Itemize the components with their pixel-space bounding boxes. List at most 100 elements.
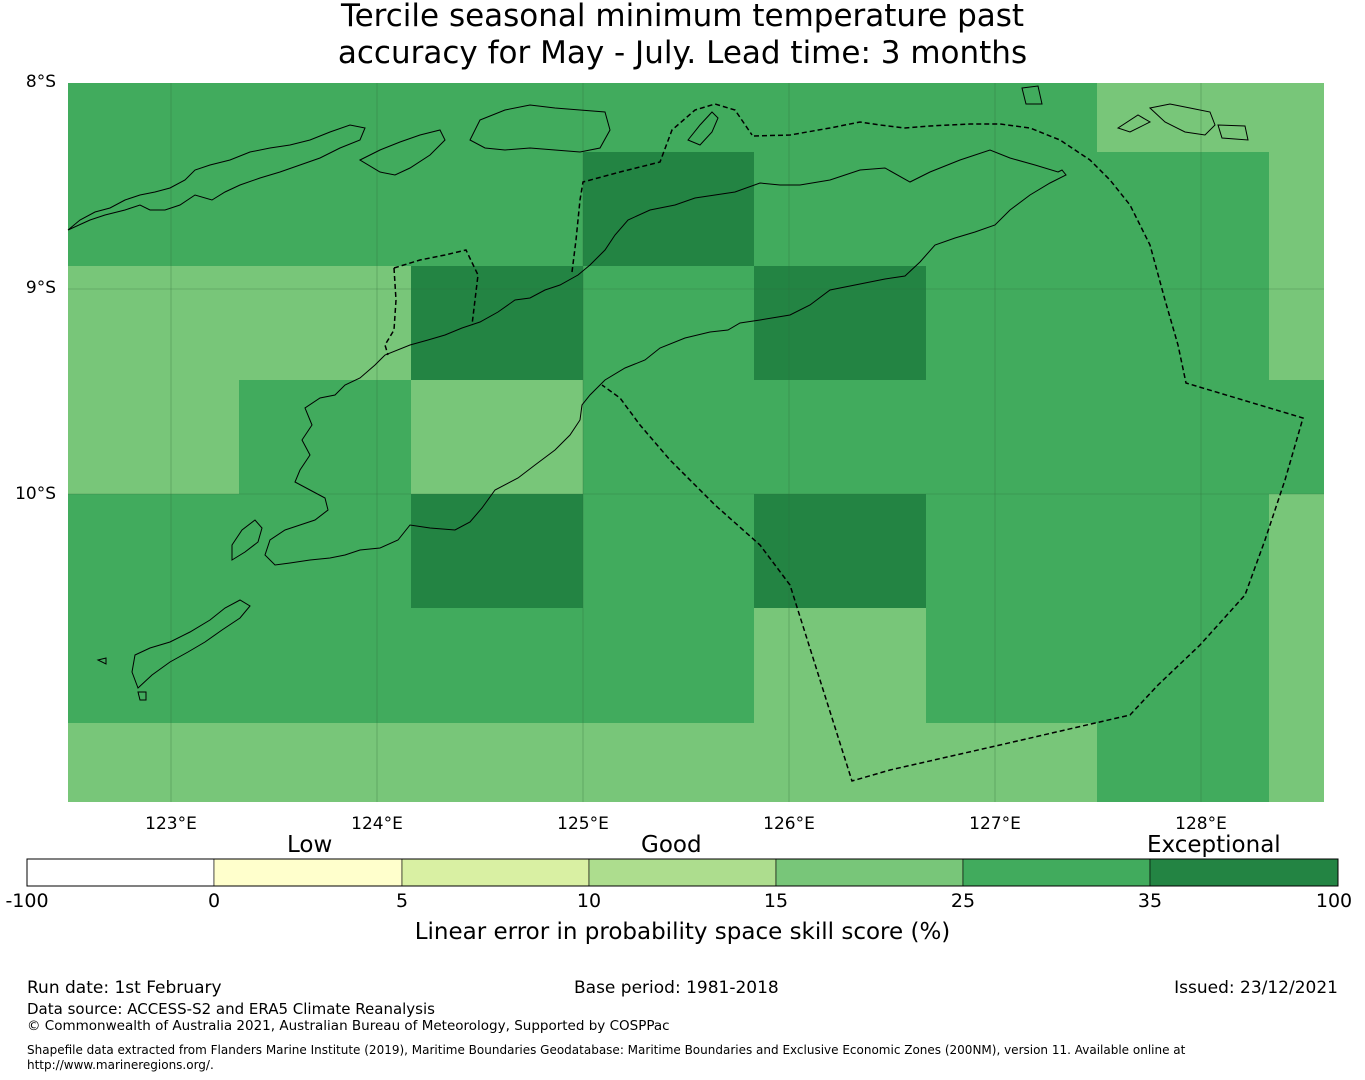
colorbar-tick-label: 100 [1315, 890, 1353, 912]
grid-cell [926, 723, 1097, 802]
grid-cell [1097, 83, 1269, 152]
gridlines [68, 83, 1324, 802]
eez-boundary-east [601, 121, 1304, 782]
grid-cell [239, 380, 411, 494]
grid-cell [1269, 494, 1324, 608]
eez-boundary-west [384, 267, 397, 356]
grid-cell [411, 380, 583, 494]
shapefile-credit-line-1: Shapefile data extracted from Flanders M… [27, 1043, 1186, 1057]
lon-label-128e: 128°E [1175, 814, 1227, 834]
colorbar-tick-label: 0 [207, 890, 221, 912]
colorbar-tick-label: -100 [5, 890, 49, 912]
grid-cell [754, 380, 926, 494]
small-islet-coastline-2 [1217, 124, 1249, 141]
colorbar-segment [26, 858, 215, 887]
run-date: Run date: 1st February [27, 978, 222, 998]
colorbar-tick-label: 10 [576, 890, 602, 912]
grid-cell [583, 723, 754, 802]
grid-cell [754, 723, 926, 802]
lon-label-125e: 125°E [557, 814, 609, 834]
grid-cell [411, 608, 583, 723]
alor-island-coastline [469, 104, 611, 153]
grid-cell [239, 608, 411, 723]
small-islet-coastline-1 [1021, 85, 1043, 105]
grid-cell [926, 83, 1097, 152]
atauro-island-coastline [687, 111, 719, 146]
colorbar-segment [1149, 858, 1339, 887]
lat-label-10s: 10°S [15, 484, 56, 504]
flores-island-coastline [67, 124, 366, 231]
colorbar-tick-label: 15 [763, 890, 789, 912]
lon-label-124e: 124°E [351, 814, 403, 834]
grid-cell [926, 608, 1097, 723]
grid-cell [68, 266, 239, 380]
grid-cell [68, 723, 239, 802]
grid-cell [239, 723, 411, 802]
grid-cell [1097, 152, 1269, 266]
grid-cell [1269, 266, 1324, 380]
grid-cell [411, 152, 583, 266]
shapefile-credit-line-2: http://www.marineregions.org/. [27, 1058, 214, 1072]
raijua-islet-coastline [137, 691, 147, 701]
grid-cell [583, 83, 754, 152]
grid-cell [583, 266, 754, 380]
grid-cell [1269, 723, 1324, 802]
grid-cell [411, 83, 583, 152]
grid-cell [754, 608, 926, 723]
grid-cell [239, 152, 411, 266]
grid-cell [1097, 380, 1269, 494]
grid-cell [411, 723, 583, 802]
skill-grid [68, 83, 1324, 802]
grid-cell [1269, 380, 1324, 494]
copyright: © Commonwealth of Australia 2021, Austra… [27, 1018, 670, 1034]
lon-label-123e: 123°E [145, 814, 197, 834]
grid-cell [1269, 83, 1324, 152]
grid-cell [754, 152, 926, 266]
grid-cell [68, 83, 239, 152]
colorbar-segment [588, 858, 777, 887]
grid-cell [1097, 723, 1269, 802]
colorbar-tick-label: 5 [395, 890, 409, 912]
wetar-island-coastline [1148, 103, 1216, 136]
small-islet-coastline-3 [1116, 114, 1152, 133]
colorbar-segment [213, 858, 403, 887]
grid-cell [68, 608, 239, 723]
grid-cell [68, 380, 239, 494]
grid-cell [754, 494, 926, 608]
lon-label-127e: 127°E [969, 814, 1021, 834]
sawu-island-coastline [131, 599, 251, 689]
grid-cell [754, 83, 926, 152]
grid-cell [411, 266, 583, 380]
grid-cell [1097, 608, 1269, 723]
eez-boundary-north [571, 103, 753, 273]
category-low: Low [287, 832, 333, 858]
category-good: Good [641, 832, 702, 858]
eez-boundaries [384, 103, 1304, 782]
grid-cell [1269, 608, 1324, 723]
eez-boundary-oecusse [393, 249, 479, 326]
grid-cell [239, 83, 411, 152]
solor-island-coastline [358, 129, 446, 176]
colorbar-segment [962, 858, 1151, 887]
map-title-line-2: accuracy for May - July. Lead time: 3 mo… [337, 35, 1028, 71]
issued-date: Issued: 23/12/2021 [1174, 978, 1338, 998]
grid-cell [926, 266, 1097, 380]
colorbar-segment [775, 858, 964, 887]
grid-cell [68, 494, 239, 608]
map-title-line-1: Tercile seasonal minimum temperature pas… [340, 0, 1025, 34]
colorbar-tick-label: 25 [950, 890, 976, 912]
colorbar-segment [401, 858, 590, 887]
coastlines [67, 85, 1249, 701]
lon-label-126e: 126°E [763, 814, 815, 834]
grid-cell [1097, 266, 1269, 380]
grid-cell [1097, 494, 1269, 608]
colorbar-title: Linear error in probability space skill … [414, 919, 951, 945]
colorbar-border [26, 858, 1339, 887]
grid-cell [583, 380, 754, 494]
grid-cell [583, 152, 754, 266]
grid-cell [239, 266, 411, 380]
data-source: Data source: ACCESS-S2 and ERA5 Climate … [27, 1000, 435, 1018]
grid-cell [1269, 152, 1324, 266]
rote-island-coastline [231, 519, 263, 561]
